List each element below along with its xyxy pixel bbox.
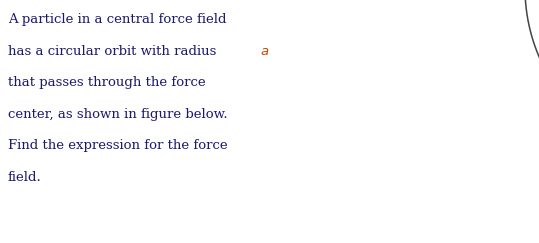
Text: A particle in a central force field: A particle in a central force field xyxy=(8,13,226,26)
Text: field.: field. xyxy=(8,171,42,183)
Text: that passes through the force: that passes through the force xyxy=(8,76,205,89)
Text: Find the expression for the force: Find the expression for the force xyxy=(8,139,227,152)
Text: center, as shown in figure below.: center, as shown in figure below. xyxy=(8,107,227,121)
Text: has a circular orbit with radius: has a circular orbit with radius xyxy=(8,44,220,58)
Text: $a$: $a$ xyxy=(260,44,270,58)
